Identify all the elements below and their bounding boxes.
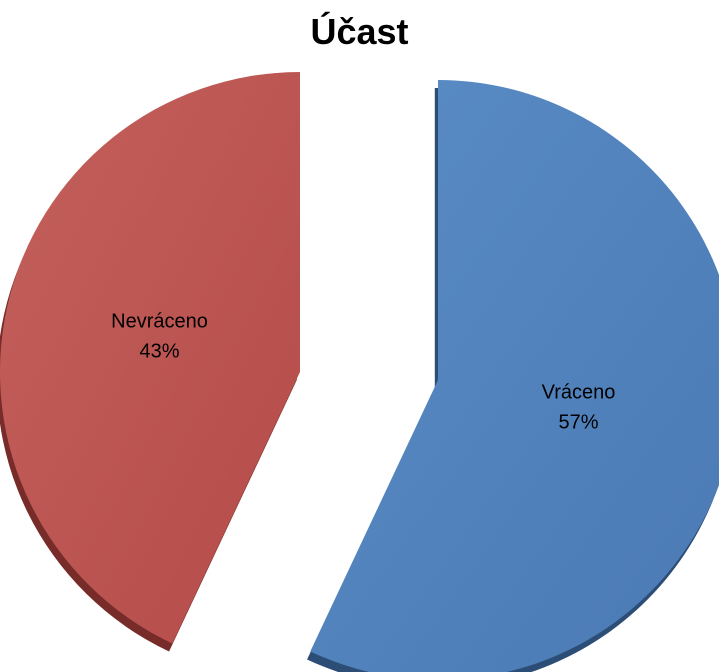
slice-name-label: Nevráceno — [111, 311, 208, 333]
slice-percent-label: 43% — [139, 341, 179, 363]
chart-title: Účast — [310, 11, 409, 52]
slice-percent-label: 57% — [558, 411, 598, 433]
slice-name-label: Vráceno — [542, 381, 616, 403]
pie-slice-vráceno — [310, 80, 719, 672]
pie-slice-nevráceno — [0, 72, 300, 644]
